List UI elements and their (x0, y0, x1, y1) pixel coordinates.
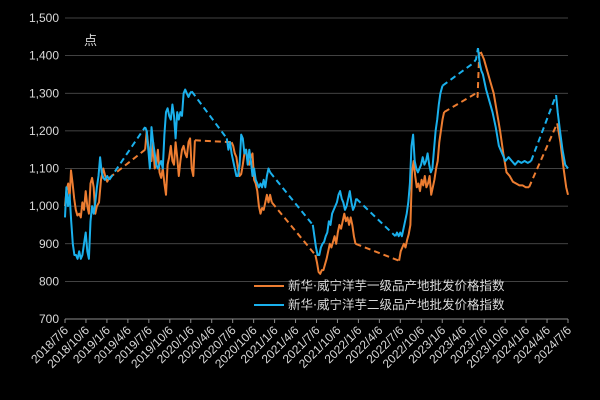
series-gap-dashed-line (528, 122, 559, 188)
legend-label: 新华·威宁洋芋一级品产地批发价格指数 (288, 278, 505, 293)
series-line (144, 88, 193, 170)
series-line (556, 123, 569, 196)
legend-label: 新华·威宁洋芋二级品产地批发价格指数 (288, 297, 505, 312)
series-gap-dashed-line (190, 90, 228, 139)
y-tick-label: 1,400 (29, 49, 59, 63)
series-lines (64, 47, 569, 275)
series-gap-dashed-line (108, 148, 146, 179)
legend: 新华·威宁洋芋一级品产地批发价格指数 新华·威宁洋芋二级品产地批发价格指数 (254, 278, 505, 312)
series-gap-dashed-line (194, 139, 232, 144)
series-gap-dashed-line (530, 94, 558, 162)
y-tick-label: 800 (39, 274, 59, 288)
series-line (314, 212, 357, 275)
gridlines (65, 17, 568, 282)
series-line (398, 111, 446, 261)
series-gap-dashed-line (271, 201, 317, 256)
series-gap-dashed-line (269, 171, 314, 226)
y-tick-label: 1,500 (29, 11, 59, 25)
series-2 (64, 47, 569, 260)
series-gap-dashed-line (108, 126, 146, 181)
unit-label: 点 (84, 34, 97, 49)
series-line (311, 190, 358, 256)
series-line (64, 156, 111, 260)
series-line (477, 47, 532, 166)
series-gap-dashed-line (355, 242, 400, 262)
x-axis: 2018/7/62018/10/62019/1/62019/4/62019/7/… (28, 318, 574, 371)
series-line (394, 85, 444, 238)
series-1 (64, 51, 569, 275)
series-gap-dashed-line (443, 51, 482, 113)
legend-entry-grade-1: 新华·威宁洋芋一级品产地批发价格指数 (254, 278, 505, 293)
y-tick-label: 1,200 (29, 124, 59, 138)
series-gap-dashed-line (441, 47, 479, 87)
y-tick-label: 900 (39, 237, 59, 251)
y-tick-label: 1,100 (29, 162, 59, 176)
series-line (479, 51, 529, 189)
y-tick-label: 700 (39, 312, 59, 326)
series-line (225, 133, 272, 189)
y-tick-label: 1,300 (29, 86, 59, 100)
series-gap-dashed-line (355, 197, 397, 237)
legend-entry-grade-2: 新华·威宁洋芋二级品产地批发价格指数 (254, 297, 505, 312)
series-line (555, 95, 569, 170)
y-tick-label: 1,000 (29, 199, 59, 213)
y-axis: 700 800 900 1,000 1,100 1,200 1,300 1,400 1,500 (29, 11, 59, 326)
series-line (64, 167, 111, 219)
